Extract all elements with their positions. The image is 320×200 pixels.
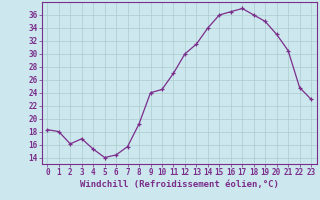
- X-axis label: Windchill (Refroidissement éolien,°C): Windchill (Refroidissement éolien,°C): [80, 180, 279, 189]
